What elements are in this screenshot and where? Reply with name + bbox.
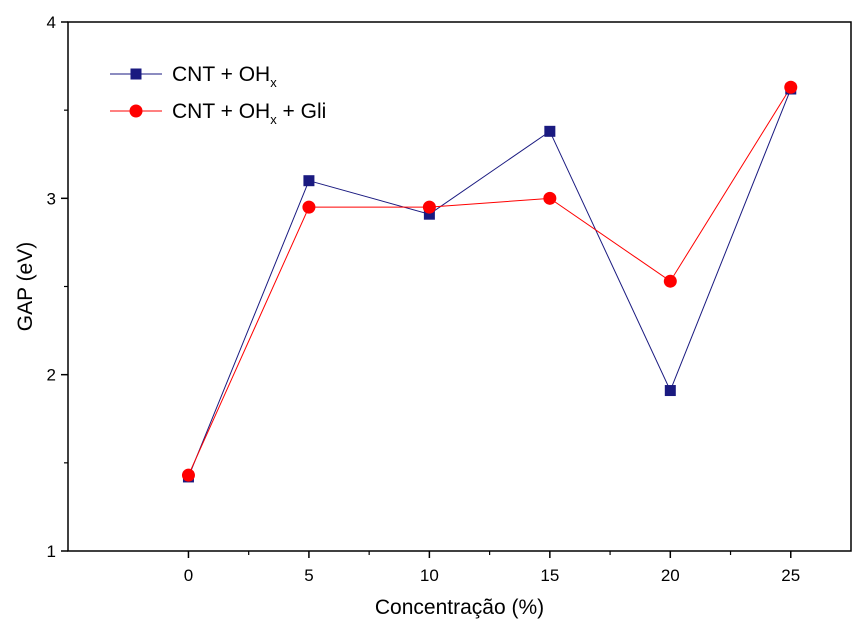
- x-tick-label: 15: [540, 566, 559, 585]
- y-tick-label: 3: [47, 189, 56, 208]
- x-axis-ticks: 0 5 10 15 20 25: [184, 551, 800, 585]
- y-axis-title: GAP (eV): [14, 242, 37, 331]
- legend-item: CNT + OHx: [110, 63, 277, 90]
- data-point: [422, 200, 436, 214]
- y-tick-label: 1: [47, 542, 56, 561]
- data-point: [664, 385, 676, 397]
- data-point: [423, 208, 435, 220]
- data-point: [303, 175, 315, 187]
- y-axis-ticks: 1 2 3 4: [47, 13, 68, 561]
- x-tick-label: 5: [304, 566, 313, 585]
- series-path: [188, 86, 792, 476]
- x-tick-label: 0: [184, 566, 193, 585]
- series-line: [187, 88, 792, 478]
- data-point: [663, 274, 677, 288]
- data-point: [544, 125, 556, 137]
- x-tick-label: 25: [781, 566, 800, 585]
- x-axis-title: Concentração (%): [375, 596, 544, 619]
- data-point: [302, 200, 316, 214]
- data-point: [129, 104, 143, 118]
- y-tick-label: 2: [47, 366, 56, 385]
- x-tick-label: 10: [420, 566, 439, 585]
- series-layer: [181, 80, 798, 483]
- series-path: [187, 88, 792, 478]
- legend-label: CNT + OHx: [172, 63, 277, 90]
- y-tick-label: 4: [47, 13, 56, 32]
- data-point: [784, 80, 798, 94]
- data-point: [181, 468, 195, 482]
- x-tick-label: 20: [661, 566, 680, 585]
- legend-item: CNT + OHx + Gli: [110, 100, 326, 127]
- series-markers: [181, 80, 798, 482]
- legend: CNT + OHx CNT + OHx + Gli: [110, 63, 326, 127]
- legend-label: CNT + OHx + Gli: [172, 100, 326, 127]
- data-point: [543, 191, 557, 205]
- series-line: [188, 86, 792, 476]
- data-point: [130, 68, 142, 80]
